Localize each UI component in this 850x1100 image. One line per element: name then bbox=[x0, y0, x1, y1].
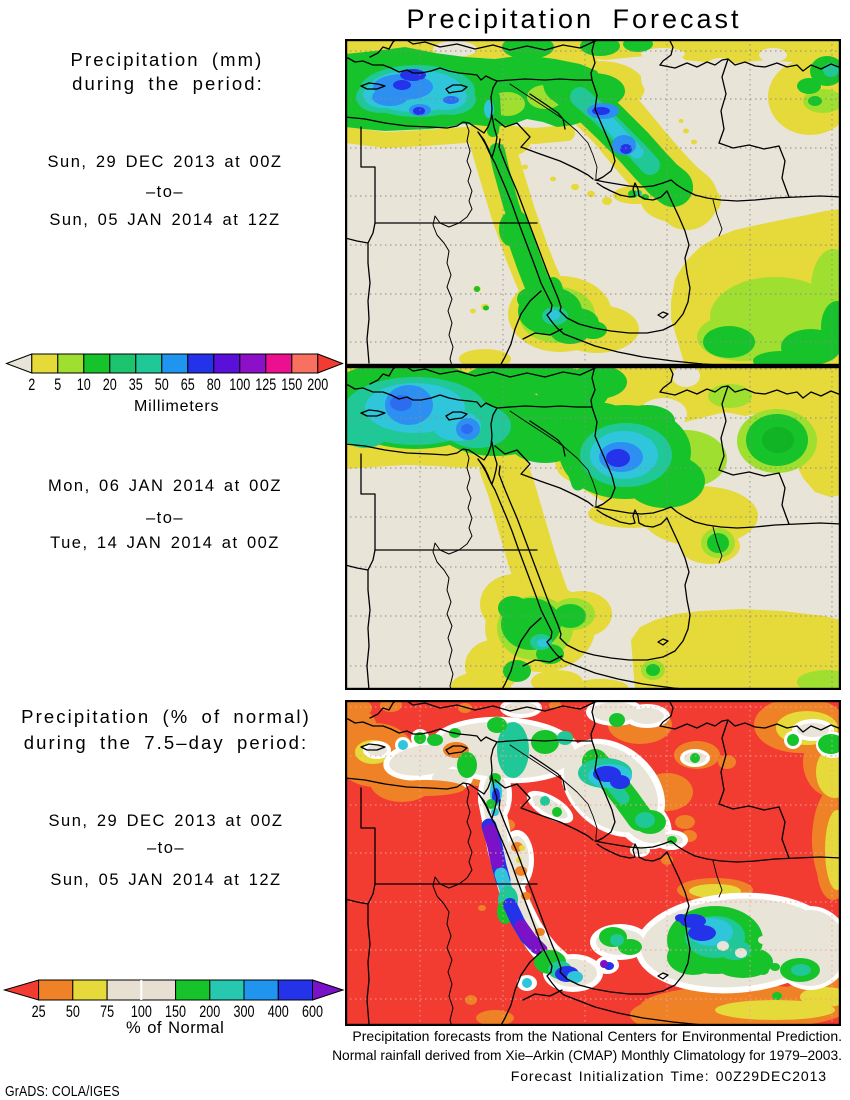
svg-text:50: 50 bbox=[155, 376, 169, 394]
svg-text:125: 125 bbox=[255, 376, 276, 394]
svg-text:100: 100 bbox=[229, 376, 250, 394]
svg-text:65: 65 bbox=[181, 376, 195, 394]
svg-text:80: 80 bbox=[207, 376, 221, 394]
svg-text:50: 50 bbox=[66, 1003, 80, 1021]
svg-text:5: 5 bbox=[54, 376, 61, 394]
svg-text:35: 35 bbox=[129, 376, 143, 394]
svg-text:20: 20 bbox=[103, 376, 117, 394]
svg-text:200: 200 bbox=[199, 1003, 220, 1021]
svg-text:150: 150 bbox=[165, 1003, 186, 1021]
svg-text:10: 10 bbox=[77, 376, 91, 394]
svg-text:100: 100 bbox=[131, 1003, 152, 1021]
svg-text:200: 200 bbox=[307, 376, 328, 394]
svg-text:300: 300 bbox=[234, 1003, 255, 1021]
svg-text:400: 400 bbox=[268, 1003, 289, 1021]
svg-text:150: 150 bbox=[281, 376, 302, 394]
svg-text:25: 25 bbox=[32, 1003, 46, 1021]
svg-text:75: 75 bbox=[100, 1003, 114, 1021]
svg-text:600: 600 bbox=[302, 1003, 323, 1021]
svg-text:2: 2 bbox=[28, 376, 35, 394]
